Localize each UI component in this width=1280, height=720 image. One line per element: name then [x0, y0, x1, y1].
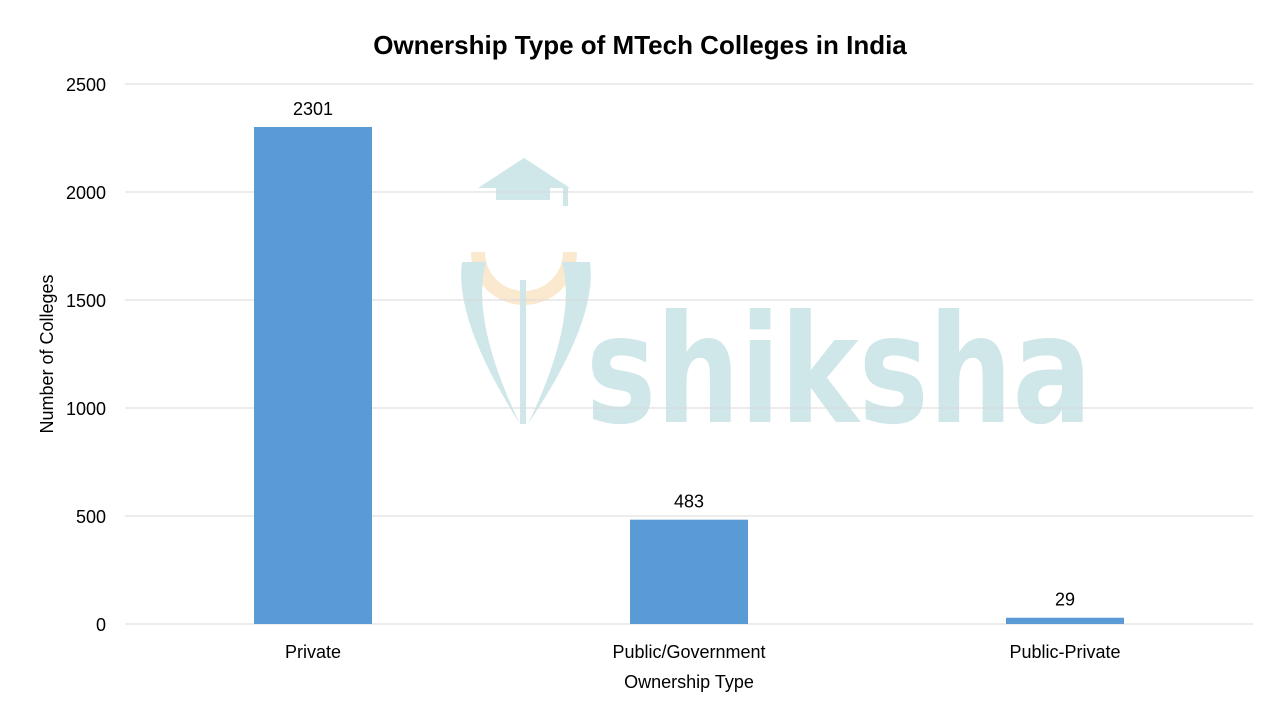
bar: [630, 519, 748, 624]
y-tick-label: 2500: [66, 75, 106, 95]
x-axis-categories: Private Public/Government Public-Private: [285, 642, 1121, 662]
x-category-label: Public-Private: [1009, 642, 1120, 662]
chart-title: Ownership Type of MTech Colleges in Indi…: [373, 30, 907, 60]
data-label: 29: [1055, 590, 1075, 610]
data-label: 483: [674, 492, 704, 512]
y-axis-title: Number of Colleges: [37, 274, 57, 433]
data-labels: 2301 483 29: [293, 99, 1075, 610]
y-tick-label: 500: [76, 507, 106, 527]
bars: [254, 126, 1124, 624]
bar: [1006, 617, 1124, 624]
bar: [254, 126, 372, 624]
x-category-label: Public/Government: [612, 642, 765, 662]
y-tick-label: 1000: [66, 399, 106, 419]
y-axis-ticks: 0 500 1000 1500 2000 2500: [66, 75, 106, 635]
watermark-text: shiksha: [586, 284, 1092, 458]
watermark-logo-icon: [461, 158, 591, 424]
watermark: shiksha: [461, 158, 1092, 458]
y-tick-label: 2000: [66, 183, 106, 203]
y-tick-label: 0: [96, 615, 106, 635]
y-tick-label: 1500: [66, 291, 106, 311]
x-category-label: Private: [285, 642, 341, 662]
data-label: 2301: [293, 99, 333, 119]
x-axis-title: Ownership Type: [624, 672, 754, 692]
